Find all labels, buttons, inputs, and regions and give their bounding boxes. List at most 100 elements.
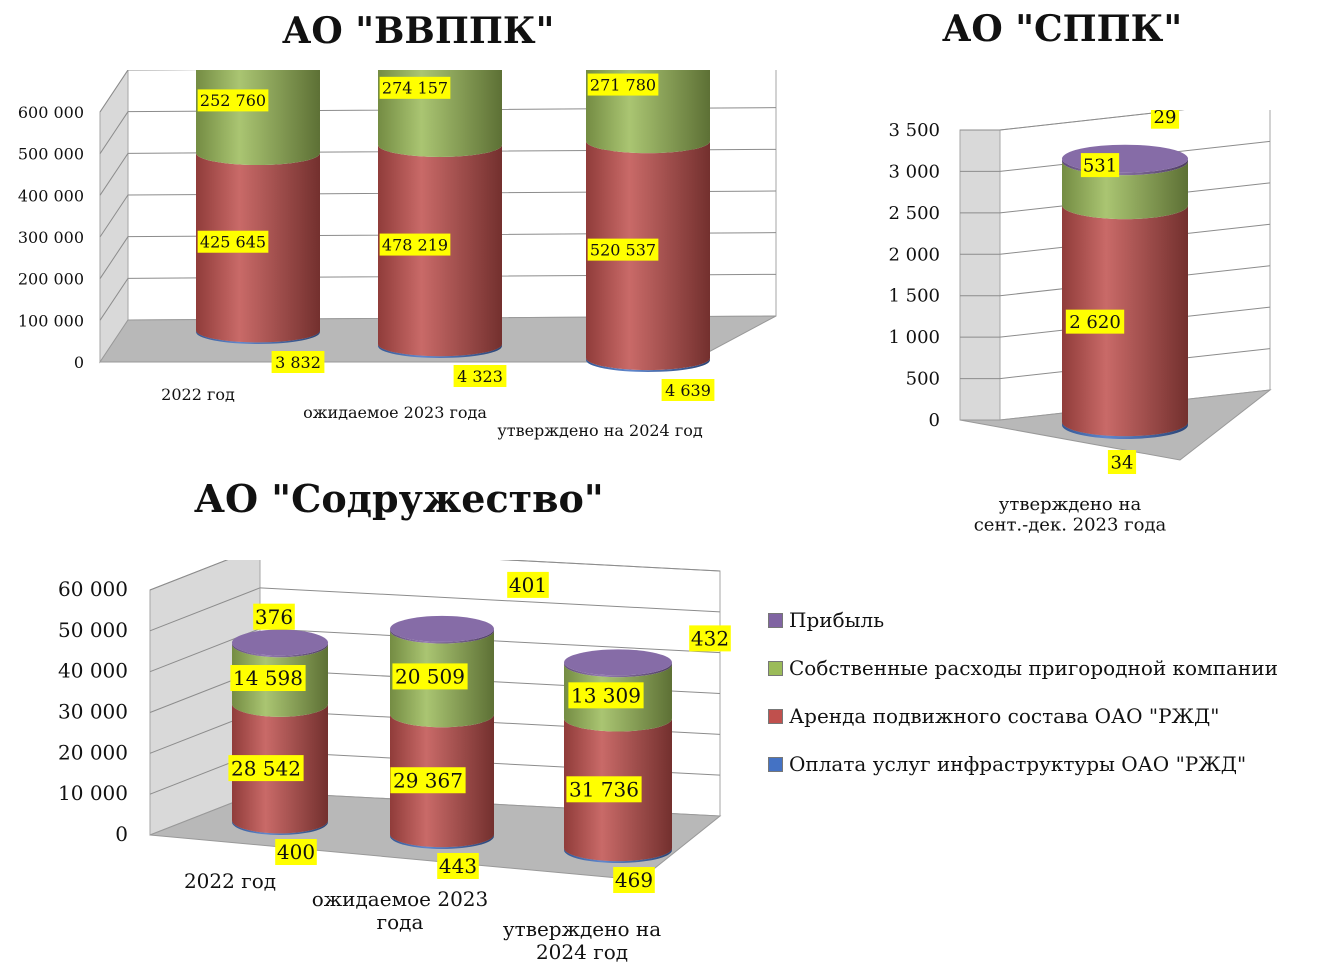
y-tick-label: 500 xyxy=(906,369,940,390)
gridline xyxy=(149,560,721,591)
cylinder-top-cap xyxy=(232,629,328,656)
y-tick-label: 40 000 xyxy=(58,659,128,683)
category-label: 2022 год xyxy=(161,385,235,404)
y-tick-label: 0 xyxy=(929,410,940,431)
data-label-bg xyxy=(230,665,306,692)
data-label-rent: 29 367 xyxy=(393,768,463,792)
data-label-bg xyxy=(253,603,295,630)
data-label-profit: 29 xyxy=(1154,110,1177,128)
data-label-infrastructure: 34 xyxy=(1111,452,1134,473)
category-label: ожидаемое 2023 года xyxy=(303,403,487,422)
cylinder-segment-infrastructure xyxy=(1062,422,1188,439)
data-label-rent: 28 542 xyxy=(231,756,301,780)
legend-swatch-rent xyxy=(768,708,783,724)
data-label-bg xyxy=(1150,110,1180,129)
chart-title-vvppk: АО "ВВППК" xyxy=(282,10,555,52)
data-label-own: 531 xyxy=(1083,156,1117,177)
data-label-infrastructure: 443 xyxy=(439,854,477,878)
data-label-bg xyxy=(197,230,269,253)
legend-label-rent: Аренда подвижного состава ОАО "РЖД" xyxy=(789,704,1220,728)
gridline xyxy=(99,190,777,238)
data-label-bg xyxy=(1107,450,1137,474)
legend: Прибыль Собственные расходы пригородной … xyxy=(768,596,1278,788)
gridline xyxy=(149,587,721,632)
y-tick-label: 3 500 xyxy=(888,120,940,141)
cylinder-segment-infrastructure xyxy=(586,358,710,372)
y-tick-label: 50 000 xyxy=(58,618,128,642)
data-label-rent: 520 537 xyxy=(590,240,656,259)
data-label-rent: 425 645 xyxy=(200,232,266,251)
legend-label-own: Собственные расходы пригородной компании xyxy=(789,656,1278,680)
cylinder-top-cap xyxy=(564,649,672,676)
y-tick-label: 600 000 xyxy=(18,103,84,122)
gridline xyxy=(99,70,210,113)
gridline xyxy=(99,232,777,279)
data-label-bg xyxy=(379,233,451,256)
data-label-bg xyxy=(390,767,466,794)
data-label-bg xyxy=(379,76,451,99)
data-label-own: 20 509 xyxy=(395,665,465,689)
data-label-bg xyxy=(568,682,644,709)
data-label-bg xyxy=(689,625,731,652)
y-tick-label: 20 000 xyxy=(58,740,128,764)
category-label: ожидаемое 2023 года xyxy=(312,887,489,934)
data-label-bg xyxy=(613,867,655,893)
y-tick-label: 1 000 xyxy=(888,327,940,348)
data-label-bg xyxy=(437,853,479,879)
category-label: утверждено на 2024 год xyxy=(503,917,661,964)
gridline xyxy=(960,110,1185,131)
legend-item-own: Собственные расходы пригородной компании xyxy=(768,644,1278,692)
legend-swatch-profit xyxy=(768,612,783,628)
y-tick-label: 2 500 xyxy=(888,203,940,224)
y-tick-label: 500 000 xyxy=(18,145,84,164)
legend-item-rent: Аренда подвижного состава ОАО "РЖД" xyxy=(768,692,1278,740)
category-label: утверждено на сент.-дек. 2023 года xyxy=(974,494,1167,536)
data-label-bg xyxy=(661,379,715,401)
y-tick-label: 2 000 xyxy=(888,244,940,265)
data-label-rent: 31 736 xyxy=(569,777,639,801)
y-tick-label: 10 000 xyxy=(58,781,128,805)
y-tick-label: 1 500 xyxy=(888,286,940,307)
chart-sppk: 0 500 1 000 1 500 2 000 2 500 3 000 3 500 34 2 62… xyxy=(888,110,1272,536)
chart-title-sodruzhestvo: АО "Содружество" xyxy=(194,476,604,521)
data-label-bg xyxy=(453,365,507,387)
cylinder-top-cap xyxy=(390,615,494,642)
y-tick-label: 0 xyxy=(74,353,84,372)
cylinder-segment-rent xyxy=(1062,205,1188,437)
gridline xyxy=(960,140,1271,172)
data-label-own: 14 598 xyxy=(233,666,303,690)
data-label-infrastructure: 469 xyxy=(615,868,653,892)
data-label-rent: 2 620 xyxy=(1069,312,1121,333)
data-label-bg xyxy=(1080,153,1120,178)
data-label-own: 252 760 xyxy=(200,91,266,110)
data-label-bg xyxy=(566,776,642,803)
data-label-bg xyxy=(392,663,468,690)
data-label-profit: 432 xyxy=(691,627,729,651)
gridline xyxy=(99,148,777,196)
chart-sodruzhestvo: 0 10 000 20 000 30 000 40 000 50 000 60 000 400… xyxy=(58,560,731,964)
data-label-bg xyxy=(197,89,269,112)
legend-swatch-infrastructure xyxy=(768,756,783,772)
legend-item-profit: Прибыль xyxy=(768,596,1278,644)
y-tick-label: 400 000 xyxy=(18,186,84,205)
data-label-bg xyxy=(587,73,659,96)
y-tick-label: 30 000 xyxy=(58,700,128,724)
data-label-infrastructure: 3 832 xyxy=(275,353,321,372)
data-label-infrastructure: 4 639 xyxy=(665,381,711,400)
legend-label-infrastructure: Оплата услуг инфраструктуры ОАО "РЖД" xyxy=(789,752,1247,776)
data-label-own: 271 780 xyxy=(590,75,656,94)
data-label-infrastructure: 400 xyxy=(277,840,315,864)
data-label-own: 274 157 xyxy=(382,79,448,98)
data-label-bg xyxy=(228,755,304,782)
category-label: 2022 год xyxy=(184,869,276,893)
legend-item-infrastructure: Оплата услуг инфраструктуры ОАО "РЖД" xyxy=(768,740,1278,788)
side-wall xyxy=(959,129,1001,421)
data-label-infrastructure: 4 323 xyxy=(457,367,503,386)
chart-vvppk: 0 100 000 200 000 300 000 400 000 500 000 600 … xyxy=(18,70,777,440)
gridline xyxy=(99,107,777,154)
data-label-own: 13 309 xyxy=(571,684,641,708)
cylinder-segment-own xyxy=(196,70,320,166)
chart-title-sppk: АО "СППК" xyxy=(942,8,1183,50)
data-label-bg xyxy=(1065,309,1125,334)
legend-swatch-own xyxy=(768,660,783,676)
